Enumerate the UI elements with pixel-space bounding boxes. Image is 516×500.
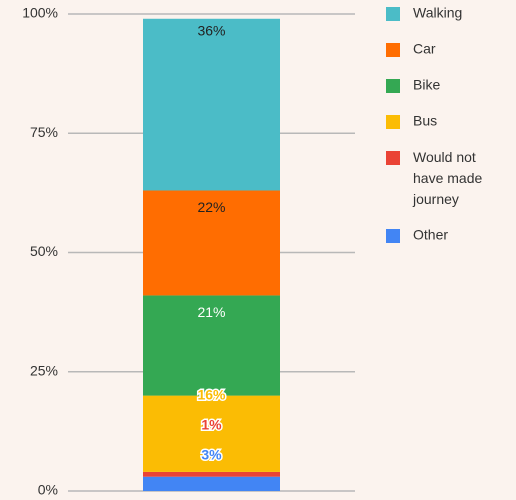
data-label: 16% xyxy=(197,386,226,402)
bar-segment xyxy=(143,471,280,477)
legend-swatch xyxy=(386,43,400,57)
data-label: 36% xyxy=(197,23,225,39)
legend-swatch xyxy=(386,151,400,165)
y-tick-label: 25% xyxy=(30,362,58,378)
data-label: 1% xyxy=(201,416,222,432)
bar-segment xyxy=(143,476,280,491)
data-label: 21% xyxy=(197,304,225,320)
bar-segment xyxy=(143,18,280,191)
y-tick-label: 0% xyxy=(38,482,58,498)
legend-label: Bike xyxy=(413,77,440,93)
legend-swatch xyxy=(386,229,400,243)
legend-swatch xyxy=(386,7,400,21)
bar-segment xyxy=(143,395,280,472)
y-tick-label: 100% xyxy=(22,5,58,21)
data-label: 22% xyxy=(197,199,225,215)
data-label: 3% xyxy=(201,446,222,462)
legend-label: Walking xyxy=(413,5,462,21)
bar-segment xyxy=(143,295,280,396)
legend-swatch xyxy=(386,79,400,93)
bar-segment xyxy=(143,190,280,296)
legend-label: Would not have made journey xyxy=(412,149,482,207)
y-tick-label: 75% xyxy=(30,124,58,140)
y-tick-label: 50% xyxy=(30,243,58,259)
legend-label: Bus xyxy=(413,113,437,129)
legend-label: Other xyxy=(413,227,448,243)
legend-swatch xyxy=(386,115,400,129)
legend-label: Car xyxy=(413,41,436,57)
